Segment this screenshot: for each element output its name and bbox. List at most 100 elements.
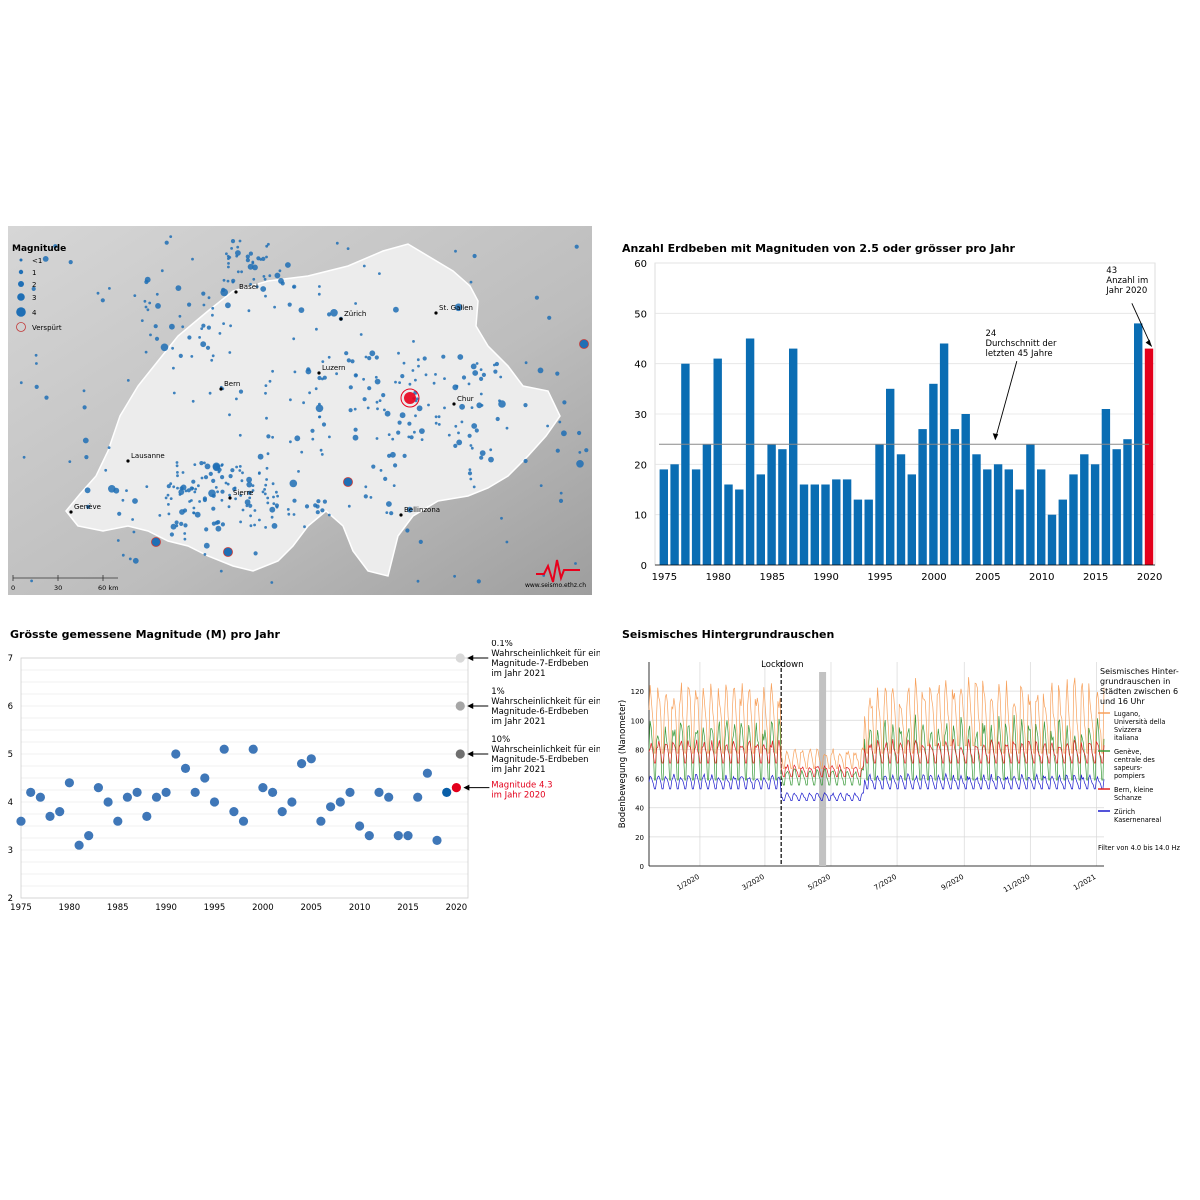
quake-dot xyxy=(437,415,441,419)
quake-dot xyxy=(383,476,388,481)
quake-dot xyxy=(523,458,528,464)
quake-dot xyxy=(108,287,111,290)
y-tick-label: 4 xyxy=(8,798,13,808)
quake-dot xyxy=(260,286,267,292)
data-point xyxy=(64,778,74,788)
city-dot xyxy=(234,290,238,294)
legend-item-lt1: <1 xyxy=(32,257,42,265)
quake-dot xyxy=(265,466,269,470)
bar xyxy=(1112,449,1121,565)
data-point xyxy=(142,811,152,821)
earthquake-markers xyxy=(19,235,589,584)
y-tick-label: 60 xyxy=(634,259,647,270)
quake-dot xyxy=(225,302,231,309)
quake-dot xyxy=(493,363,496,367)
quake-dot xyxy=(471,423,478,429)
quake-dot xyxy=(454,303,463,312)
quake-dot xyxy=(231,280,235,284)
quake-dot xyxy=(495,416,500,422)
quake-dot xyxy=(523,403,528,408)
quake-dot xyxy=(264,384,268,387)
quake-dot xyxy=(44,395,49,400)
switzerland-outline xyxy=(65,243,561,577)
city-label: Basel xyxy=(239,283,258,291)
quake-dot xyxy=(19,381,23,385)
quake-dot xyxy=(271,482,275,486)
quake-dot xyxy=(327,513,331,517)
quake-dot xyxy=(384,410,391,417)
quake-dot xyxy=(197,484,200,488)
quake-dot xyxy=(227,265,230,269)
data-point xyxy=(364,831,374,841)
quake-dot xyxy=(419,428,425,434)
quake-dot xyxy=(202,496,207,501)
last-text-2: Jahr 2020 xyxy=(1105,286,1147,296)
quake-dot xyxy=(321,422,327,427)
quake-dot xyxy=(190,499,193,502)
city-label: Genève xyxy=(74,503,101,511)
quake-dot xyxy=(117,511,122,516)
quake-dot xyxy=(113,487,120,494)
quake-dot xyxy=(264,483,268,487)
legend-item-3: 3 xyxy=(32,294,36,302)
legend-series-label: Svizzera xyxy=(1114,726,1142,734)
legend-series-label: Genève, xyxy=(1114,748,1141,756)
quake-dot xyxy=(558,498,564,503)
probability-text: Wahrscheinlichkeit für ein xyxy=(491,649,600,659)
quake-dot xyxy=(264,526,267,529)
quake-dot xyxy=(353,427,358,432)
city-dot xyxy=(339,317,343,321)
felt-quake-dot xyxy=(151,537,161,547)
quake-dot xyxy=(191,399,195,403)
x-tick-label: 2005 xyxy=(975,572,1000,583)
quake-dot xyxy=(434,415,438,419)
quake-dot xyxy=(524,361,528,365)
last-arrow xyxy=(1131,303,1153,347)
bar xyxy=(713,358,722,565)
felt-quake-dot xyxy=(223,547,233,557)
quake-dot xyxy=(316,499,321,504)
bar xyxy=(1090,464,1100,565)
scale-label-0: 0 xyxy=(11,584,15,592)
probability-text: 1% xyxy=(491,687,505,697)
quake-dot xyxy=(453,443,458,448)
data-point xyxy=(451,783,461,793)
average-arrow xyxy=(994,361,1018,440)
quake-dot xyxy=(225,252,228,256)
data-point xyxy=(432,835,442,845)
quake-dot xyxy=(244,499,251,506)
legend-series-label: centrale des xyxy=(1114,756,1155,764)
map-credit: www.seismo.ethz.ch xyxy=(525,582,586,589)
quake-dot xyxy=(145,485,149,488)
bar xyxy=(778,449,787,565)
legend-item-2: 2 xyxy=(32,281,36,289)
quake-dot xyxy=(378,399,382,402)
quake-dot xyxy=(207,296,211,300)
legend-series-label: Lugano, xyxy=(1114,710,1140,718)
quake-dot xyxy=(454,424,458,428)
legend-title-line: Städten zwischen 6 xyxy=(1100,687,1178,696)
quake-dot xyxy=(228,256,232,259)
quake-dot xyxy=(314,387,318,391)
y-tick-label: 10 xyxy=(634,511,647,522)
quake-dot xyxy=(416,405,423,412)
quake-dot xyxy=(253,523,256,527)
quake-dot xyxy=(215,525,222,532)
x-tick-label: 1995 xyxy=(204,903,226,913)
legend-series-label: Università della xyxy=(1114,718,1165,726)
average-arrowhead xyxy=(992,433,999,441)
quake-dot xyxy=(252,264,258,271)
quake-dot xyxy=(35,362,38,365)
noise-series-line xyxy=(648,677,1105,769)
y-tick-label: 0 xyxy=(640,863,644,871)
x-tick-label: 2020 xyxy=(1137,572,1162,583)
quake-dot xyxy=(178,314,182,318)
quake-dot xyxy=(181,471,185,474)
average-text-1: Durchschnitt der xyxy=(985,339,1057,349)
data-point xyxy=(355,821,365,831)
quake-dot xyxy=(362,397,367,402)
quake-dot xyxy=(238,389,244,394)
probability-text: Magnitude-5-Erdbeben xyxy=(491,755,588,765)
quake-dot xyxy=(148,301,152,305)
quake-dot xyxy=(265,416,268,420)
